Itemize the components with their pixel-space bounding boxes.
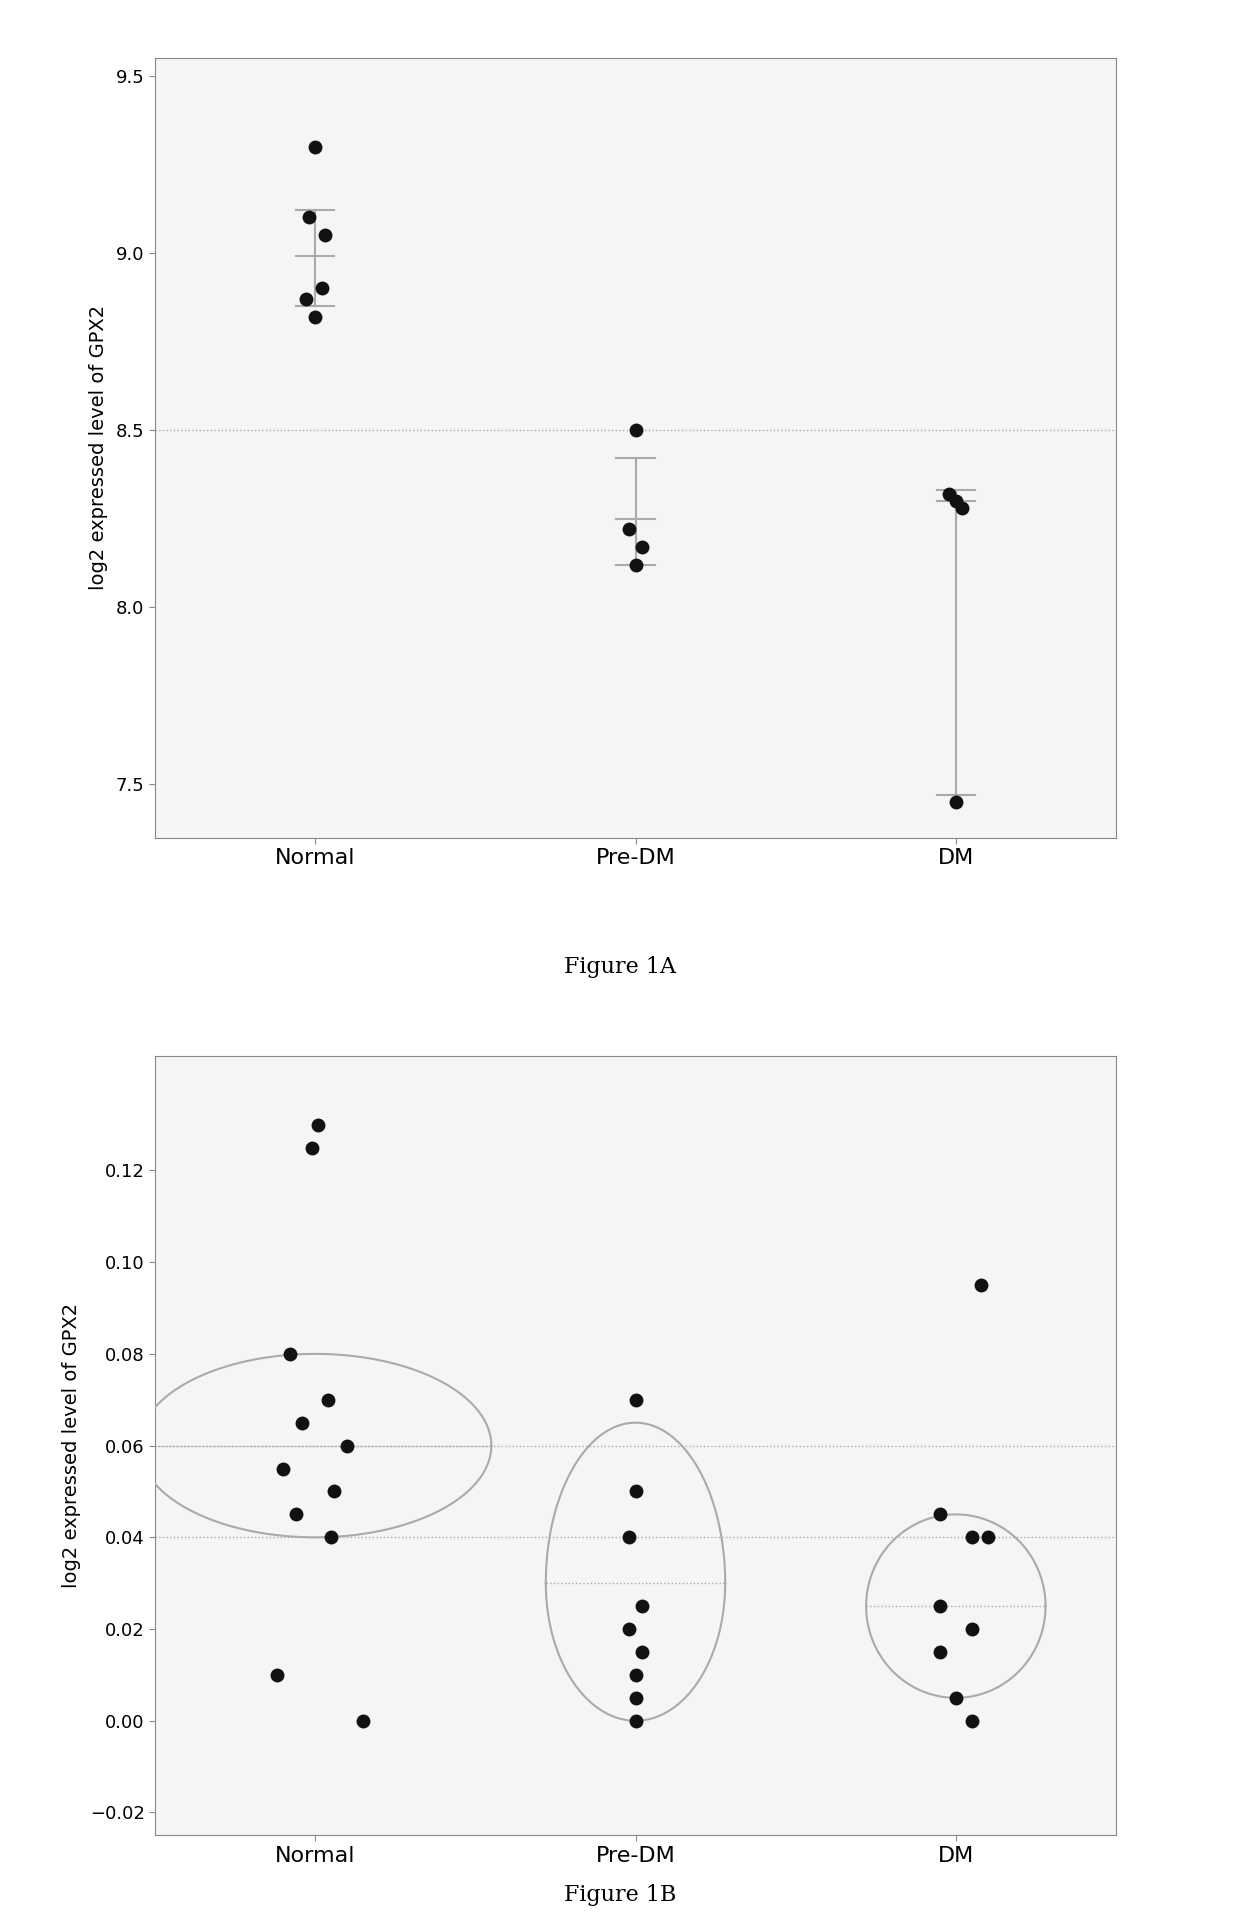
Point — [619, 1613, 639, 1644]
Point — [353, 1706, 373, 1737]
Point — [625, 549, 645, 580]
Point — [946, 1683, 966, 1714]
Point — [303, 1132, 322, 1163]
Point — [305, 131, 325, 162]
Point — [337, 1430, 357, 1461]
Y-axis label: log2 expressed level of GPX2: log2 expressed level of GPX2 — [88, 305, 108, 591]
Point — [625, 1660, 645, 1690]
Point — [305, 301, 325, 332]
Point — [632, 1636, 652, 1667]
Point — [317, 1385, 337, 1416]
Point — [625, 1476, 645, 1507]
Point — [625, 1385, 645, 1416]
Point — [972, 1269, 992, 1300]
Point — [309, 1109, 329, 1140]
Point — [299, 203, 319, 234]
Point — [311, 272, 331, 303]
Point — [940, 479, 960, 510]
Point — [315, 220, 335, 251]
Point — [273, 1453, 293, 1484]
Point — [632, 531, 652, 562]
Point — [619, 1522, 639, 1553]
Point — [295, 284, 315, 315]
Point — [625, 415, 645, 446]
Point — [632, 1590, 652, 1621]
Point — [930, 1590, 950, 1621]
Point — [952, 493, 972, 524]
Point — [930, 1499, 950, 1530]
Point — [293, 1406, 312, 1437]
Point — [946, 485, 966, 516]
Point — [962, 1706, 982, 1737]
Point — [978, 1522, 998, 1553]
Point — [625, 1706, 645, 1737]
Text: Figure 1B: Figure 1B — [564, 1884, 676, 1905]
Point — [946, 786, 966, 817]
Point — [619, 514, 639, 545]
Y-axis label: log2 expressed level of GPX2: log2 expressed level of GPX2 — [62, 1302, 82, 1588]
Point — [625, 1683, 645, 1714]
Point — [930, 1636, 950, 1667]
Point — [962, 1522, 982, 1553]
Text: Figure 1A: Figure 1A — [564, 956, 676, 978]
Point — [279, 1339, 299, 1370]
Point — [267, 1660, 286, 1690]
Point — [962, 1613, 982, 1644]
Point — [286, 1499, 306, 1530]
Point — [321, 1522, 341, 1553]
Point — [325, 1476, 345, 1507]
